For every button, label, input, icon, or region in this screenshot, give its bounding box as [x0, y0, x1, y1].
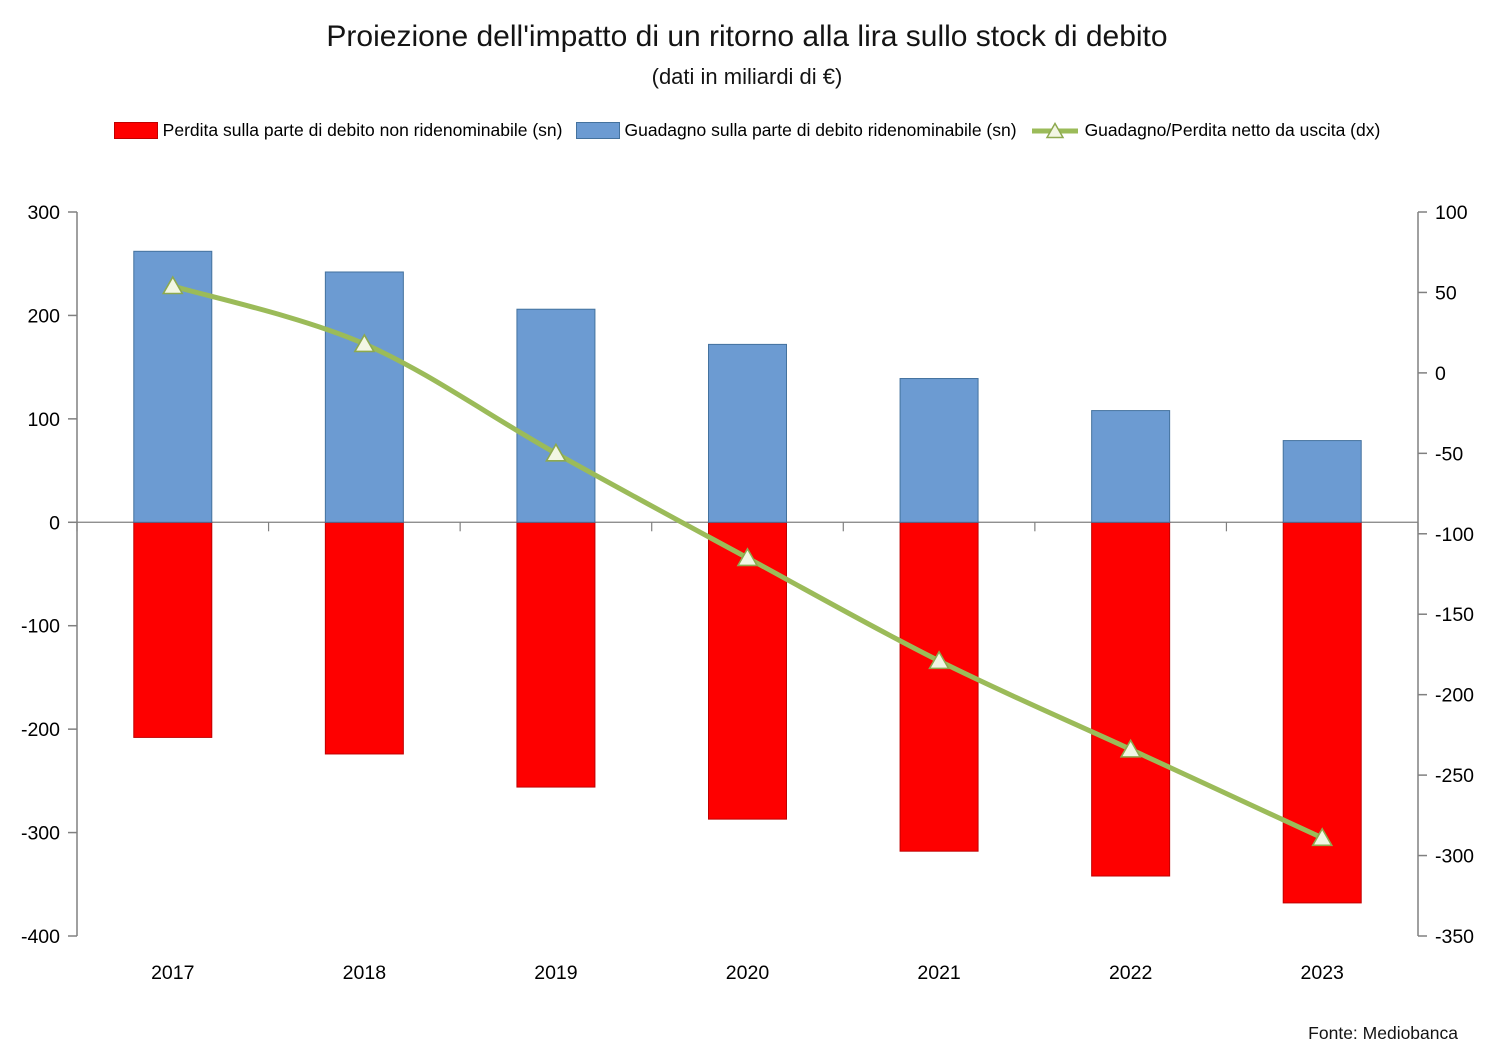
right-axis-label: 0 [1435, 363, 1446, 385]
right-axis-label: -350 [1435, 926, 1474, 948]
bar-perdita-2019 [516, 521, 596, 788]
bar-guadagno-2017 [133, 250, 213, 523]
x-axis-label: 2022 [1109, 962, 1152, 984]
net-marker-2020 [736, 547, 759, 567]
net-marker-2019 [545, 442, 567, 462]
x-axis-label: 2018 [343, 962, 386, 984]
bar-guadagno-2018 [324, 271, 404, 523]
right-axis-label: -50 [1435, 443, 1463, 465]
left-axis-label: -200 [21, 719, 60, 741]
left-axis-label: 300 [27, 202, 60, 224]
bar-perdita-2021 [899, 521, 979, 852]
bar-guadagno-2021 [899, 378, 979, 523]
x-axis-label: 2019 [534, 962, 577, 984]
x-axis-label: 2021 [917, 962, 960, 984]
right-axis-label: -200 [1435, 685, 1474, 707]
left-axis-label: -100 [21, 616, 60, 638]
x-axis-label: 2017 [151, 962, 194, 984]
left-axis-label: -400 [21, 926, 60, 948]
net-marker-2017 [161, 275, 184, 295]
legend-item-guadagno: Guadagno sulla parte di debito ridenomin… [575, 120, 1017, 141]
bar-guadagno-2023 [1282, 440, 1362, 523]
x-axis-label: 2023 [1301, 962, 1344, 984]
bar-perdita-2020 [708, 521, 787, 820]
green-line-triangle-swatch-icon [1031, 121, 1078, 138]
legend-item-perdita: Perdita sulla parte di debito non rideno… [113, 120, 563, 141]
net-marker-2022 [1119, 738, 1142, 758]
legend-label-perdita: Perdita sulla parte di debito non rideno… [162, 120, 563, 140]
legend-label-guadagno: Guadagno sulla parte di debito ridenomin… [624, 120, 1017, 140]
right-axis-label: 50 [1435, 282, 1457, 304]
right-axis-label: -250 [1435, 765, 1474, 787]
right-axis-label: -100 [1435, 524, 1474, 546]
bar-perdita-2018 [324, 521, 404, 755]
left-axis-label: -300 [21, 823, 60, 845]
right-axis-label: 100 [1435, 202, 1468, 224]
bar-perdita-2017 [133, 521, 213, 738]
chart-subtitle: (dati in miliardi di €) [651, 64, 843, 89]
legend-item-netto: Guadagno/Perdita netto da uscita (dx) [1030, 120, 1381, 141]
left-axis-label: 100 [27, 409, 60, 431]
bar-guadagno-2019 [516, 308, 596, 523]
right-axis-label: -300 [1435, 846, 1474, 868]
left-axis-label: 0 [49, 512, 60, 534]
net-marker-2023 [1311, 827, 1334, 847]
chart-title: Proiezione dell'impatto di un ritorno al… [326, 20, 1168, 53]
bar-guadagno-2020 [708, 343, 787, 523]
red-bar-swatch-icon [113, 122, 158, 139]
bar-guadagno-2022 [1091, 410, 1171, 523]
blue-bar-swatch-icon [575, 122, 620, 139]
legend: Perdita sulla parte di debito non rideno… [0, 120, 1494, 141]
legend-label-netto: Guadagno/Perdita netto da uscita (dx) [1084, 120, 1381, 140]
net-marker-2018 [353, 333, 376, 353]
source-note: Fonte: Mediobanca [1308, 1023, 1458, 1043]
left-axis-label: 200 [27, 305, 60, 327]
right-axis-label: -150 [1435, 604, 1474, 626]
net-marker-2021 [928, 650, 950, 670]
x-axis-label: 2020 [726, 962, 770, 984]
bar-perdita-2022 [1091, 521, 1171, 877]
